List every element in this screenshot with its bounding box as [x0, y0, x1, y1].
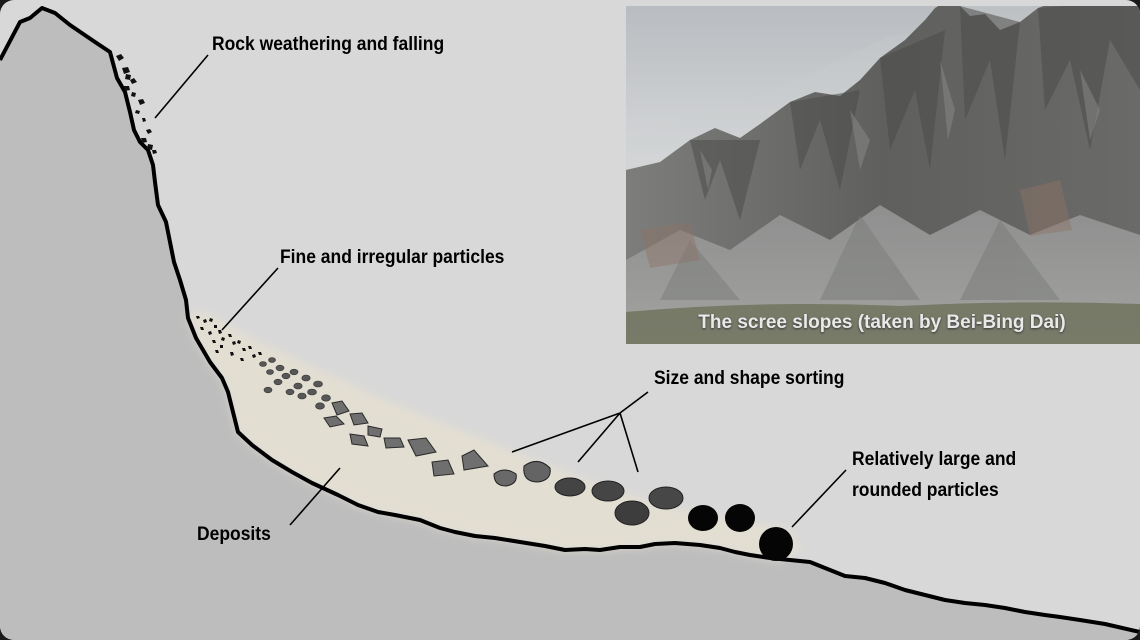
label-rock-weathering: Rock weathering and falling: [212, 34, 445, 55]
falling-rock-fragments: [116, 54, 157, 154]
label-fine-particles: Fine and irregular particles: [280, 247, 505, 268]
photo-caption: The scree slopes (taken by Bei-Bing Dai): [698, 312, 1066, 333]
large-boulders: [688, 504, 793, 561]
small-particles: [259, 357, 331, 410]
label-deposits: Deposits: [197, 524, 271, 545]
ground-mass: [0, 8, 1140, 640]
leader-lines: [154, 54, 847, 528]
rounded-particles: [493, 461, 684, 526]
label-large-rounded-line1: Relatively large and: [852, 449, 1017, 470]
slope-outline: [0, 6, 1140, 634]
deposit-wedge: [188, 312, 800, 560]
fine-particles: [196, 316, 262, 361]
label-large-rounded-line2: rounded particles: [852, 480, 999, 501]
label-size-shape-sorting: Size and shape sorting: [654, 368, 845, 389]
scree-photo: [626, 6, 1140, 344]
angular-particles: [323, 400, 489, 477]
